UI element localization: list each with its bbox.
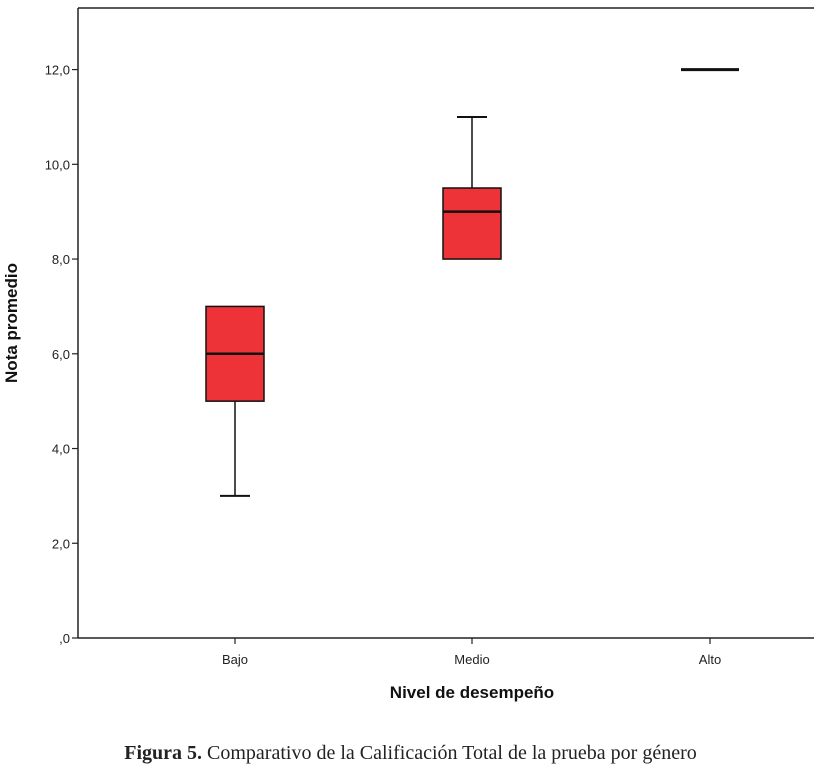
figure-caption: Figura 5. Comparativo de la Calificación… xyxy=(0,742,821,765)
box-group-bajo xyxy=(205,305,265,497)
y-tick-label: 10,0 xyxy=(45,157,70,172)
figure-caption-text: Comparativo de la Calificación Total de … xyxy=(202,742,697,764)
plot-frame xyxy=(77,7,814,639)
y-tick-label: 8,0 xyxy=(52,252,70,267)
y-axis-ticks: ,0 2,0 4,0 6,0 8,0 10,0 12,0 xyxy=(45,63,78,646)
box-group-medio xyxy=(442,115,502,260)
y-tick-label: 4,0 xyxy=(52,442,70,457)
boxes xyxy=(205,68,739,497)
y-tick-label: ,0 xyxy=(59,631,70,646)
x-tick-label: Bajo xyxy=(222,652,248,667)
x-tick-label: Alto xyxy=(699,652,721,667)
y-tick-label: 12,0 xyxy=(45,63,70,78)
x-axis-title: Nivel de desempeño xyxy=(390,683,554,702)
box-plot-chart: ,0 2,0 4,0 6,0 8,0 10,0 12,0 Bajo Medio Alto Niv… xyxy=(2,7,814,702)
y-axis-title: Nota promedio xyxy=(2,263,21,383)
y-tick-label: 6,0 xyxy=(52,347,70,362)
y-tick-label: 2,0 xyxy=(52,536,70,551)
figure-caption-label: Figura 5. xyxy=(124,742,203,764)
iqr-box xyxy=(442,187,502,260)
x-axis-ticks: Bajo Medio Alto xyxy=(222,638,721,667)
x-tick-label: Medio xyxy=(454,652,489,667)
